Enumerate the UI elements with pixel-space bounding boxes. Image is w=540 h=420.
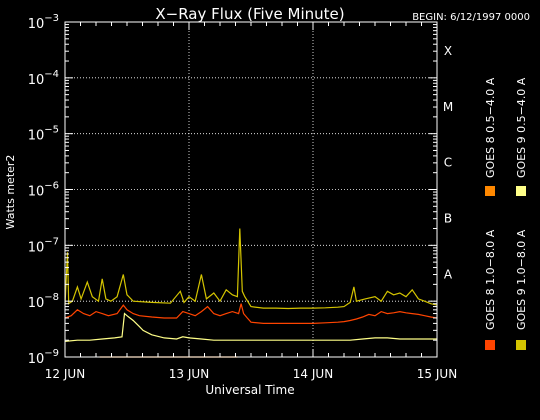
x-tick-label: 12 JUN bbox=[45, 367, 85, 381]
x-tick-label: 15 JUN bbox=[417, 367, 457, 381]
legend-swatch bbox=[485, 340, 495, 350]
y-tick-label: 10−6 bbox=[28, 181, 59, 200]
legend-label: GOES 8 1.0−8.0 A bbox=[484, 229, 497, 330]
y-tick-label: 10−8 bbox=[28, 292, 59, 311]
x-tick-label: 13 JUN bbox=[169, 367, 209, 381]
legend: GOES 8 1.0−8.0 A GOES 8 0.5−4.0 A GOES 9 1… bbox=[484, 77, 528, 350]
series-lines bbox=[64, 228, 438, 358]
y-tick-label: 10−4 bbox=[28, 69, 59, 88]
legend-label: GOES 9 1.0−8.0 A bbox=[515, 229, 528, 330]
x-axis-label: Universal Time bbox=[205, 383, 294, 397]
series-line-4 bbox=[64, 312, 437, 342]
x-tick-label: 14 JUN bbox=[293, 367, 333, 381]
y-tick-label: 10−5 bbox=[28, 125, 59, 144]
legend-label: GOES 8 0.5−4.0 A bbox=[484, 77, 497, 178]
chart-title: X−Ray Flux (Five Minute) bbox=[155, 5, 344, 23]
flare-class-label: B bbox=[444, 211, 452, 225]
flare-class-label: C bbox=[444, 156, 452, 170]
legend-swatch bbox=[516, 186, 526, 196]
flare-class-label: A bbox=[444, 267, 453, 281]
flare-class-label: M bbox=[443, 100, 453, 114]
y-axis-label: Watts meter2 bbox=[4, 155, 17, 230]
legend-swatch bbox=[485, 186, 495, 196]
grid-lines bbox=[65, 22, 437, 357]
series-line-1 bbox=[64, 303, 438, 324]
y-tick-label: 10−9 bbox=[28, 348, 59, 367]
legend-swatch bbox=[516, 340, 526, 350]
legend-label: GOES 9 0.5−4.0 A bbox=[515, 77, 528, 178]
flare-class-label: X bbox=[444, 44, 452, 58]
y-tick-label: 10−7 bbox=[28, 236, 59, 255]
series-line-3 bbox=[64, 228, 438, 310]
axes: 10−3 10−4 10−5 10−6 10−7 10−8 10−912 JUN 13 JUN… bbox=[28, 13, 457, 381]
y-tick-label: 10−3 bbox=[28, 13, 59, 32]
begin-label: BEGIN: 6/12/1997 0000 bbox=[412, 12, 530, 23]
